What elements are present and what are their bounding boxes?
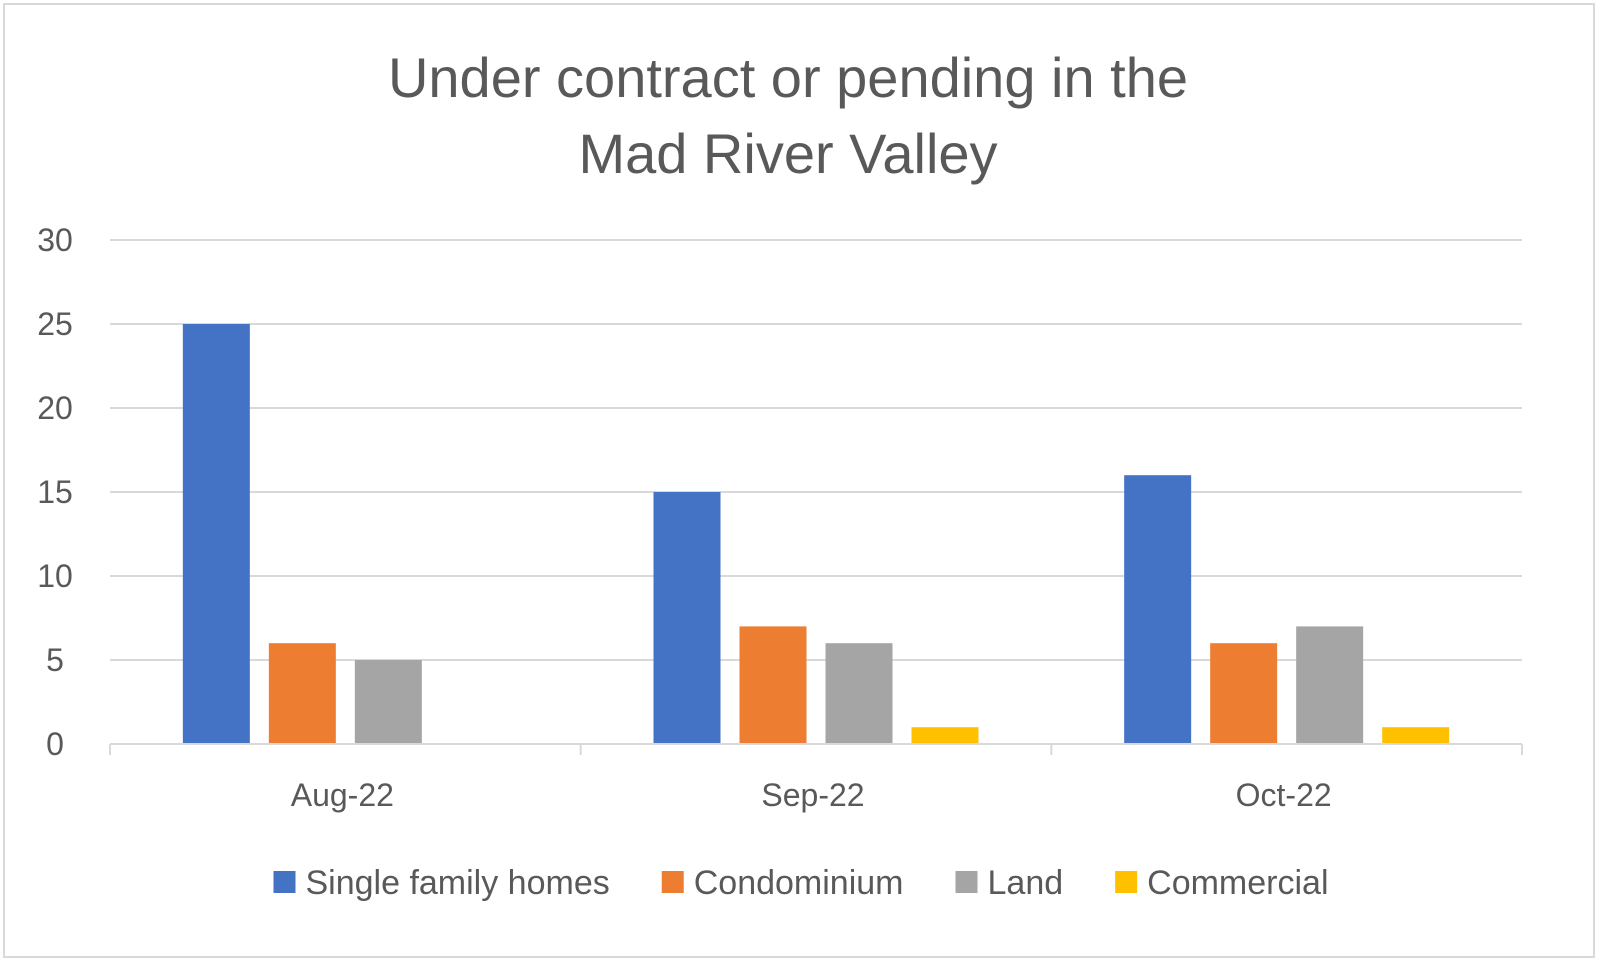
legend-swatch [273,871,296,893]
y-tick-label: 0 [46,726,64,762]
y-axis-tick-labels: 0 5 10 15 20 25 30 [37,222,73,762]
legend-swatch [661,871,684,893]
legend-item-commercial: Commercial [1115,864,1329,902]
bar-single-family-homes-aug-22 [182,324,250,744]
bar-condominium-oct-22 [1210,643,1278,744]
legend-label: Single family homes [305,864,609,902]
legend-swatch [955,871,978,893]
gridlines [110,239,1522,661]
legend-item-condominium: Condominium [661,864,904,902]
chart-title: Under contract or pending in the Mad Riv… [388,46,1188,185]
bar-condominium-sep-22 [739,626,807,744]
x-axis: Aug-22 Sep-22 Oct-22 [109,743,1523,813]
bar-land-oct-22 [1296,626,1364,744]
bar-condominium-aug-22 [268,643,336,744]
x-category-label: Oct-22 [1236,777,1332,813]
bar-single-family-homes-sep-22 [653,492,721,744]
bars [182,324,1450,744]
legend-label: Commercial [1147,864,1328,902]
bar-chart: Under contract or pending in the Mad Riv… [37,46,1523,902]
x-category-label: Sep-22 [761,777,864,813]
legend-label: Condominium [694,864,904,902]
y-tick-label: 15 [37,474,73,510]
legend-item-land: Land [955,864,1064,902]
x-category-label: Aug-22 [291,777,394,813]
bar-single-family-homes-oct-22 [1124,475,1192,744]
bar-commercial-oct-22 [1382,727,1450,744]
chart-title-line-1: Under contract or pending in the [388,46,1188,109]
bar-land-aug-22 [354,660,422,744]
y-tick-label: 10 [37,558,73,594]
legend-item-single-family-homes: Single family homes [273,864,610,902]
legend-label: Land [988,864,1064,902]
chart-frame: Under contract or pending in the Mad Riv… [3,3,1595,958]
legend: Single family homes Condominium Land Commer… [273,864,1329,902]
y-tick-label: 30 [37,222,73,258]
y-tick-label: 20 [37,390,73,426]
bar-land-sep-22 [825,643,893,744]
y-tick-label: 5 [46,642,64,678]
legend-swatch [1115,871,1138,893]
bar-commercial-sep-22 [911,727,979,744]
chart-title-line-2: Mad River Valley [578,122,997,185]
y-tick-label: 25 [37,306,73,342]
